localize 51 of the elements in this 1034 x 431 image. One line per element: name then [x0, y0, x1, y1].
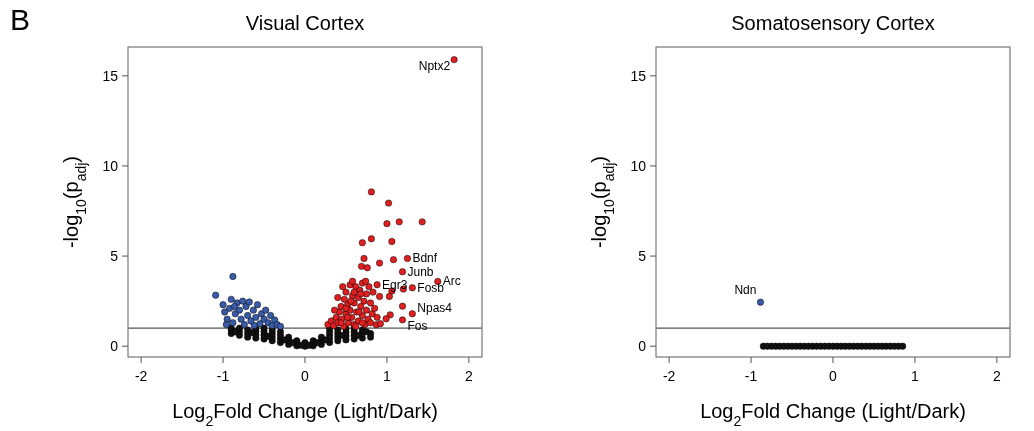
y-tick-label: 15: [102, 67, 119, 84]
point: [267, 312, 275, 319]
point: [237, 315, 245, 323]
point: [219, 301, 227, 309]
y-tick-label: 10: [102, 157, 119, 174]
point: [252, 313, 260, 321]
x-tick-label: 1: [383, 368, 392, 384]
point: [231, 303, 238, 310]
y-tick-label: 15: [630, 67, 647, 84]
y-tick-label: 5: [110, 248, 119, 265]
annotation: Egr3: [382, 277, 408, 292]
chart-title: Visual Cortex: [245, 12, 365, 34]
point: [254, 301, 261, 309]
chart-title: Somatosensory Cortex: [731, 12, 935, 34]
x-tick-label: -2: [134, 368, 148, 384]
point: [245, 298, 253, 306]
point: [244, 312, 252, 319]
x-tick-label: -1: [744, 368, 758, 384]
annotation: Junb: [407, 264, 434, 279]
point: [229, 272, 237, 280]
point: [262, 306, 270, 314]
y-tick-label: 0: [110, 338, 119, 355]
x-axis-title: Log$_{2}$Fold Change (Light/Dark): [172, 400, 438, 429]
text: B: [10, 3, 31, 36]
x-tick-label: 1: [911, 368, 920, 384]
x-axis-title: Log$_{2}$Fold Change (Light/Dark): [700, 400, 966, 429]
x-tick-label: -1: [216, 368, 230, 384]
point: [221, 308, 229, 316]
point: [229, 319, 237, 327]
point: [212, 291, 220, 299]
point: [239, 297, 247, 305]
x-tick-label: 2: [992, 368, 1001, 384]
x-tick-label: 2: [464, 368, 473, 384]
annotation: Ndn: [734, 283, 757, 298]
y-tick-label: 0: [638, 338, 647, 355]
point: [235, 306, 243, 314]
annotation: Nptx2: [418, 58, 451, 73]
point: [223, 315, 231, 323]
annotation: Npas4: [417, 300, 453, 315]
point: [222, 321, 230, 328]
x-tick-label: 0: [829, 368, 838, 384]
annotation: Fos: [407, 318, 428, 333]
point: [227, 295, 235, 303]
y-tick-label: 5: [638, 248, 647, 265]
x-tick-label: 0: [301, 368, 310, 384]
annotation: Bdnf: [412, 251, 438, 266]
point: [249, 306, 257, 314]
y-tick-label: 10: [630, 157, 647, 174]
x-tick-label: -2: [662, 368, 676, 384]
point: [256, 320, 264, 328]
point: [240, 321, 248, 328]
